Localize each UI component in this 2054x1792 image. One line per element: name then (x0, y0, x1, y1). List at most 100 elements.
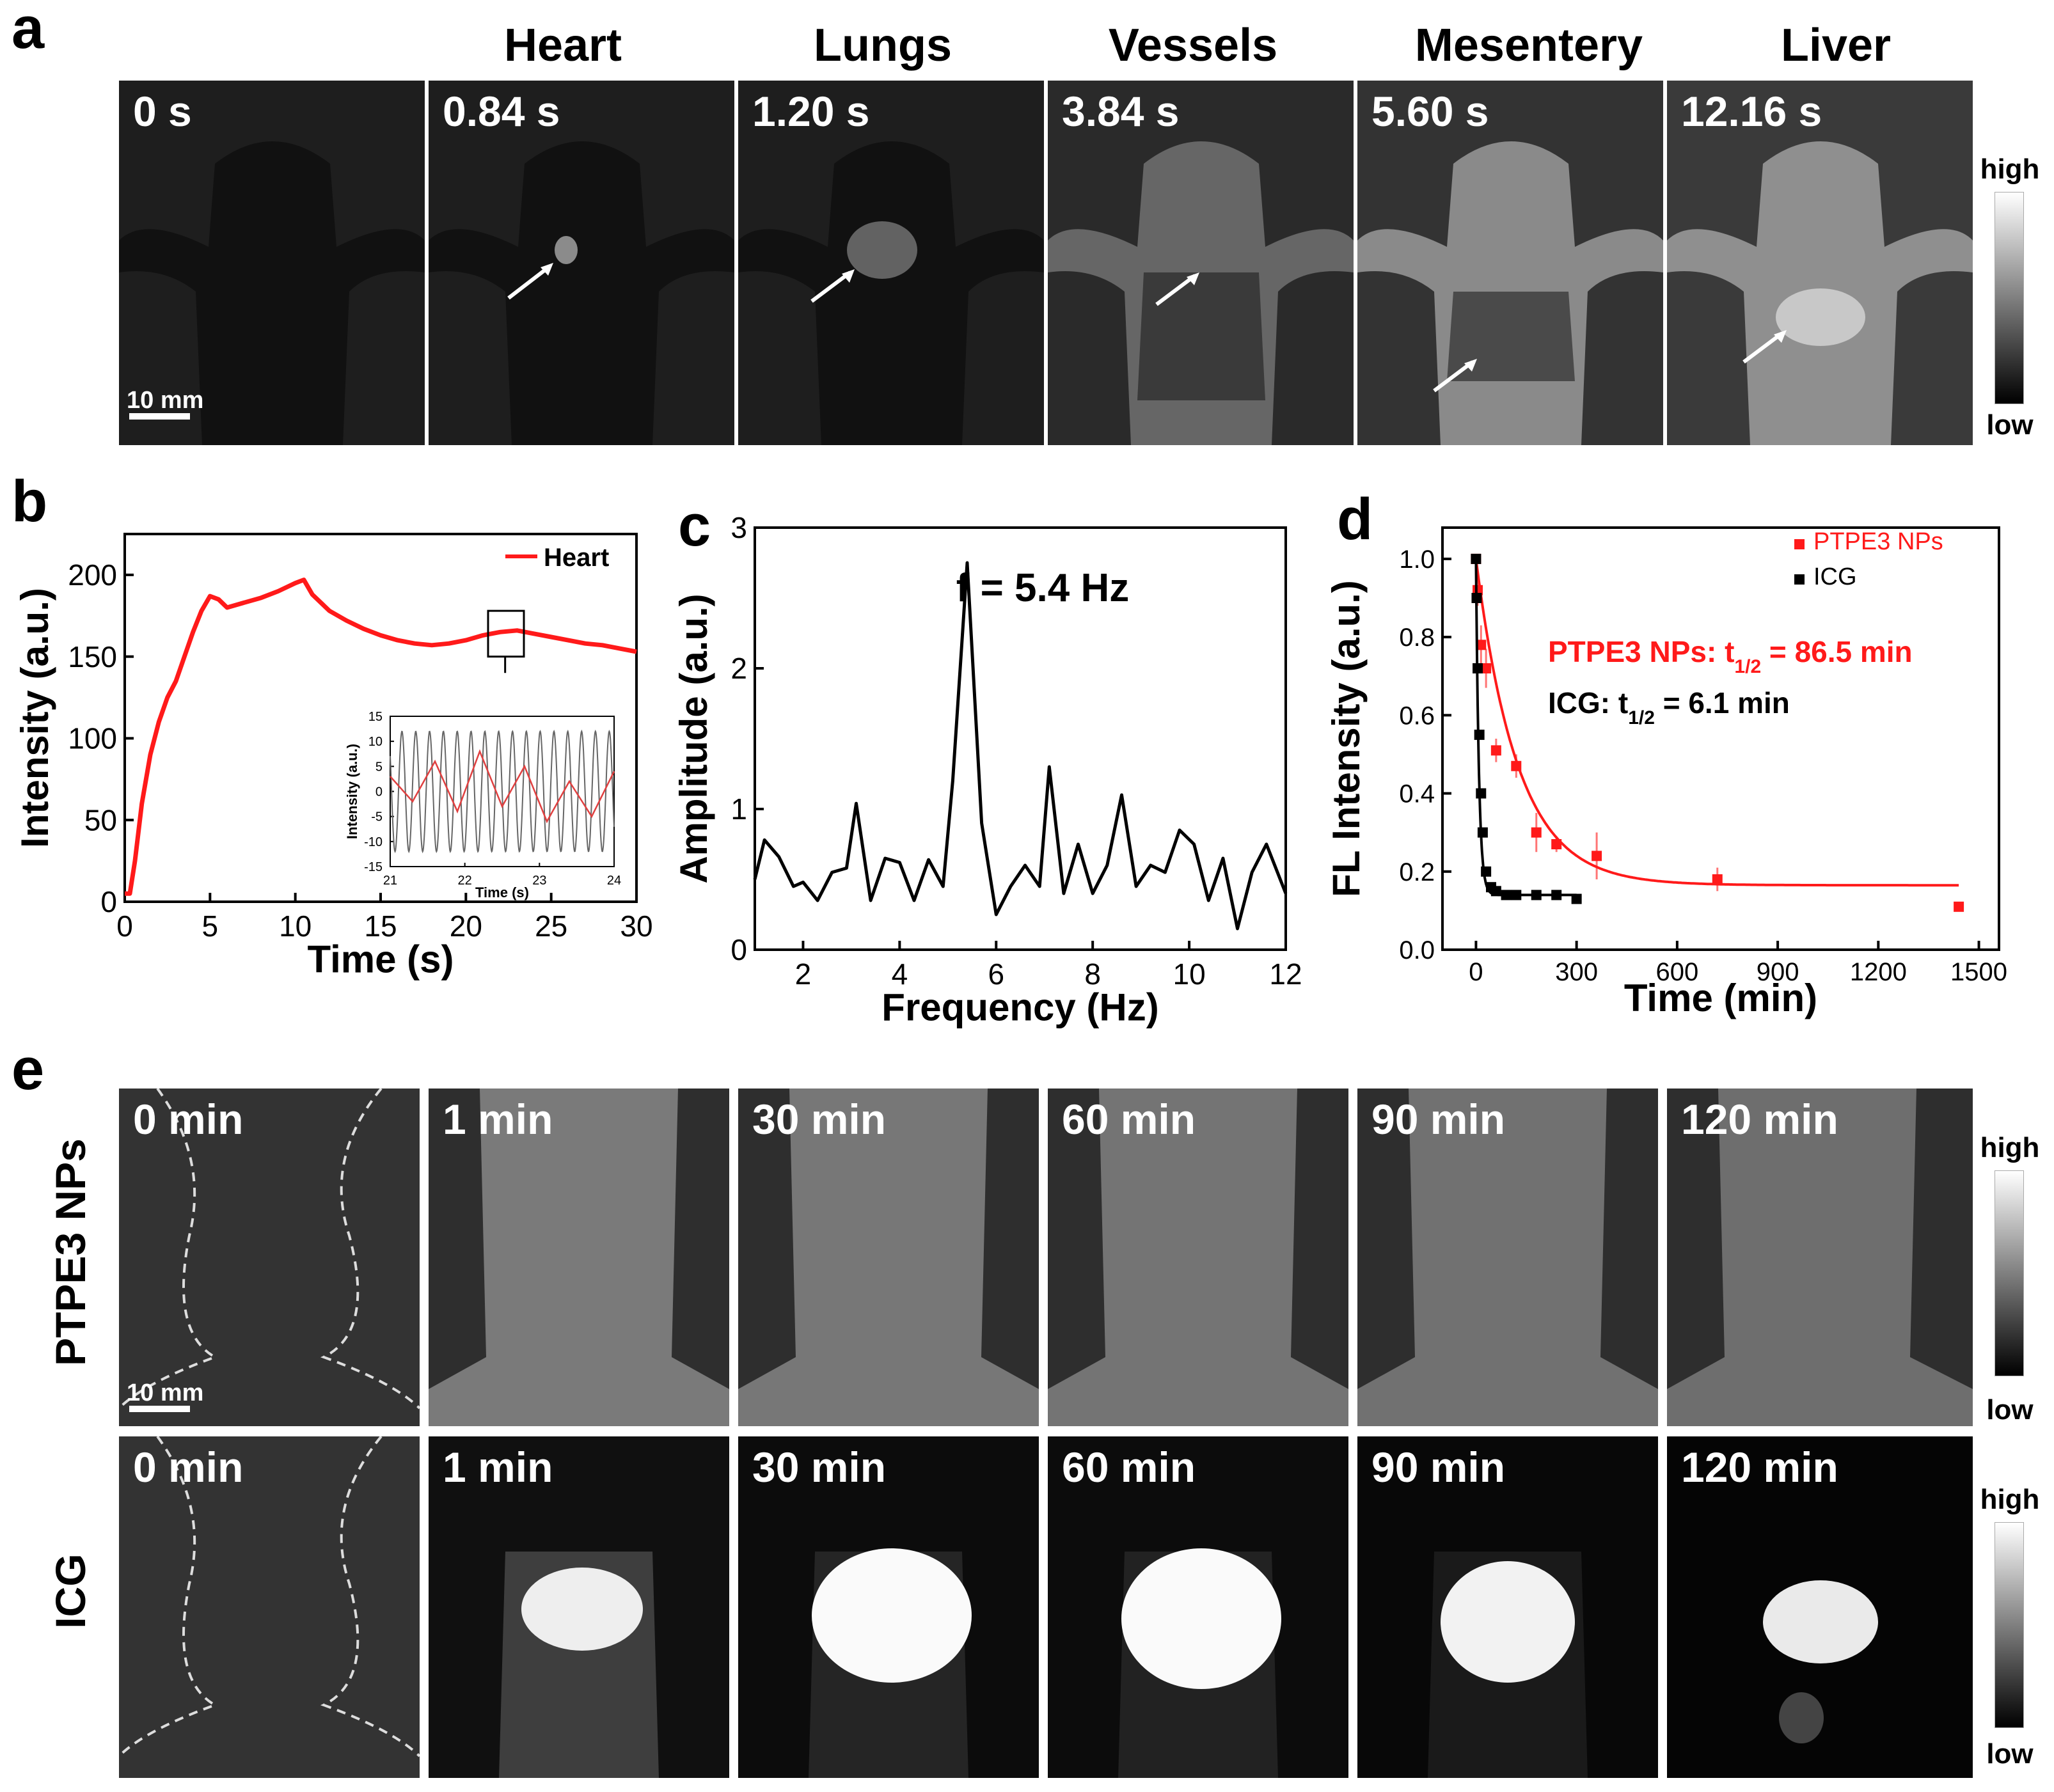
y-tick-label: 100 (68, 722, 117, 755)
scale-bar (129, 413, 190, 420)
colorbar-low-label: low (1986, 409, 2034, 441)
arrow-icon (507, 264, 551, 300)
legend-swatch (1794, 539, 1805, 549)
legend-label: Heart (544, 544, 609, 572)
y-tick-label: 2 (731, 652, 747, 685)
time-label: 0 s (133, 88, 192, 135)
y-tick-label: 0.6 (1399, 702, 1435, 730)
y-tick-label: 1.0 (1399, 546, 1435, 574)
icg-tile-0min: 0 min (119, 1436, 420, 1778)
x-tick-label: 6 (988, 957, 1004, 991)
image-tile-3-84s: 3.84 s (1048, 81, 1354, 445)
ptpe3-tile-120min: 120 min (1667, 1089, 1973, 1426)
x-axis-label: Time (s) (308, 938, 454, 980)
data-point-ptpe3 (1712, 874, 1723, 884)
panel-letter-e: e (12, 1037, 45, 1102)
icg-tile-1min: 1 min (429, 1436, 729, 1778)
data-point-ptpe3 (1592, 851, 1602, 861)
x-tick-label: 300 (1555, 958, 1598, 986)
y-tick-label: 50 (84, 803, 117, 837)
time-label: 1 min (443, 1096, 553, 1143)
time-label: 3.84 s (1062, 88, 1180, 135)
x-axis-label: Frequency (Hz) (881, 986, 1158, 1028)
x-axis-label: Time (min) (1624, 977, 1817, 1019)
chart-d: 0 300 600 900 1200 1500 0.0 0.2 0.4 0.6 0.8 1.0 Time… (1331, 526, 2007, 1019)
x-tick-label: 1500 (1950, 958, 2007, 986)
time-label: 0.84 s (443, 88, 560, 135)
panel-letter-c: c (678, 493, 711, 558)
plot-frame (1441, 526, 2000, 951)
ptpe3-tile-30min: 30 min (738, 1089, 1039, 1426)
scale-bar (129, 1406, 190, 1412)
colorbar (1995, 1522, 2024, 1728)
x-tick-label: 23 (532, 874, 546, 888)
x-tick-label: 4 (892, 957, 908, 991)
x-tick-label: 0 (1469, 958, 1483, 986)
x-tick-label: 20 (450, 909, 482, 943)
x-tick-label: 600 (1655, 958, 1698, 986)
data-point-icg (1490, 886, 1501, 897)
legend-label: PTPE3 NPs (1813, 528, 1943, 555)
x-tick-label: 24 (607, 874, 621, 888)
column-title-liver: Liver (1780, 20, 1892, 71)
scale-bar-label: 10 mm (127, 1379, 204, 1406)
panel-letter-d: d (1337, 487, 1373, 552)
x-tick-label: 10 (279, 909, 312, 943)
time-label: 120 min (1681, 1443, 1838, 1491)
x-tick-label: 25 (535, 909, 567, 943)
y-tick-label: 0.4 (1399, 780, 1435, 808)
time-label: 120 min (1681, 1096, 1838, 1143)
colorbar (1995, 192, 2024, 404)
data-point-icg (1551, 890, 1562, 900)
ptpe3-tile-60min: 60 min (1048, 1089, 1348, 1426)
y-tick-label: 15 (368, 710, 383, 724)
y-tick-label: 5 (375, 760, 383, 774)
y-tick-label: -15 (364, 860, 383, 874)
data-point-ptpe3 (1490, 745, 1501, 756)
data-point-ptpe3 (1476, 640, 1487, 650)
x-tick-label: 30 (620, 909, 652, 943)
y-tick-label: 0.8 (1399, 624, 1435, 652)
y-tick-label: 150 (68, 640, 117, 673)
data-point-ptpe3 (1481, 663, 1492, 673)
colorbar (1995, 1170, 2024, 1376)
data-point-icg (1477, 827, 1488, 838)
y-axis-label: Intensity (a.u.) (344, 744, 360, 839)
panel-letter-a: a (12, 0, 45, 61)
y-tick-label: 200 (68, 558, 117, 592)
x-tick-label: 1200 (1850, 958, 1907, 986)
data-point-icg (1471, 593, 1482, 603)
column-title-mesentery: Mesentery (1414, 20, 1643, 71)
colorbar-low-label: low (1986, 1394, 2034, 1426)
half-life-annotation: PTPE3 NPs: t1/2 = 86.5 min (1548, 635, 1913, 677)
y-tick-label: 3 (731, 511, 747, 544)
data-point-icg (1481, 866, 1492, 877)
y-tick-label: 0 (731, 933, 747, 966)
data-point-ptpe3 (1551, 839, 1562, 849)
x-tick-label: 15 (364, 909, 397, 943)
y-tick-label: 10 (368, 735, 383, 749)
ptpe3-tile-90min: 90 min (1357, 1089, 1658, 1426)
colorbar-low-label: low (1986, 1738, 2034, 1770)
y-tick-label: -10 (364, 835, 383, 849)
x-tick-label: 2 (795, 957, 812, 991)
column-title-lungs: Lungs (814, 20, 952, 71)
colorbar-high-label: high (1980, 153, 2040, 185)
time-label: 90 min (1371, 1443, 1506, 1491)
colorbar-high-label: high (1980, 1132, 2040, 1163)
data-point-icg (1501, 890, 1512, 900)
row-label-icg: ICG (47, 1553, 94, 1629)
arrow-icon (1155, 274, 1196, 306)
x-tick-label: 8 (1084, 957, 1101, 991)
data-point-icg (1473, 663, 1483, 673)
time-label: 60 min (1062, 1096, 1196, 1143)
data-point-icg (1571, 893, 1582, 904)
data-point-ptpe3 (1511, 760, 1522, 771)
arrow-icon (810, 271, 851, 303)
x-axis-label: Time (s) (475, 884, 529, 900)
panel-letter-b: b (12, 469, 48, 534)
x-tick-label: 5 (202, 909, 219, 943)
column-title-vessels: Vessels (1108, 20, 1278, 71)
y-tick-label: 0 (375, 785, 383, 799)
